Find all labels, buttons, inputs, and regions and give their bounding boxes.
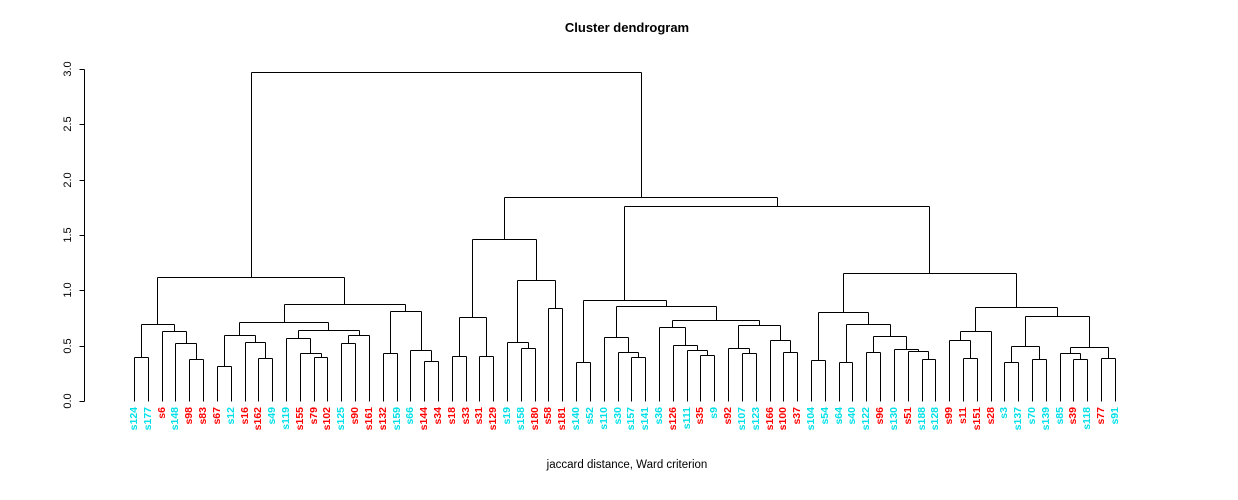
leaf-label: s51 xyxy=(901,407,914,425)
leaf-label: s177 xyxy=(141,407,154,431)
leaf-label: s124 xyxy=(128,407,140,431)
leaf-label: s130 xyxy=(887,407,900,431)
leaf-label: s159 xyxy=(390,407,403,431)
leaf-label: s118 xyxy=(1081,407,1094,430)
leaf-label: s157 xyxy=(625,407,638,431)
y-axis-tick-label: 2.5 xyxy=(62,116,74,132)
leaf-label: s49 xyxy=(266,407,279,425)
leaf-label: s129 xyxy=(487,407,500,431)
leaf-label: s98 xyxy=(183,407,196,425)
leaf-label: s6 xyxy=(155,407,168,419)
leaf-label: s54 xyxy=(818,407,831,425)
leaf-label: s92 xyxy=(722,407,735,425)
leaf-label: s18 xyxy=(445,407,458,425)
leaf-label: s33 xyxy=(459,407,472,425)
leaf-label: s83 xyxy=(197,407,210,425)
leaf-label: s52 xyxy=(583,407,596,425)
leaf-label: s99 xyxy=(943,407,956,425)
leaf-label: s35 xyxy=(694,407,707,425)
leaf-label: s40 xyxy=(846,407,859,425)
leaf-label: s126 xyxy=(666,407,679,431)
leaf-label: s122 xyxy=(860,407,873,431)
leaf-label: s111 xyxy=(680,407,693,430)
leaf-label: s141 xyxy=(639,407,652,431)
leaf-label: s85 xyxy=(1053,407,1066,425)
leaf-label: s155 xyxy=(293,407,306,431)
leaf-label: s137 xyxy=(1012,407,1025,431)
leaf-label: s66 xyxy=(404,407,417,425)
leaf-label: s16 xyxy=(238,407,251,425)
leaf-label: s132 xyxy=(376,407,389,431)
y-axis-tick-label: 1.0 xyxy=(62,282,74,298)
leaf-label: s28 xyxy=(984,407,997,425)
leaf-label: s188 xyxy=(915,407,928,431)
leaf-label: s37 xyxy=(791,407,804,425)
leaf-label: s3 xyxy=(998,407,1011,419)
leaf-label: s36 xyxy=(653,407,665,425)
leaf-label: s123 xyxy=(749,407,762,431)
leaf-label: s79 xyxy=(307,407,320,425)
leaf-label: s128 xyxy=(929,407,942,431)
leaf-label: s90 xyxy=(349,407,362,425)
leaf-label: s139 xyxy=(1039,407,1052,431)
leaf-label: s144 xyxy=(418,407,431,431)
leaf-label: s104 xyxy=(804,407,817,431)
leaf-label: s70 xyxy=(1026,407,1039,425)
leaf-label: s12 xyxy=(224,407,237,425)
leaf-label: s162 xyxy=(252,407,265,431)
leaf-label: s91 xyxy=(1108,407,1121,425)
leaf-label: s19 xyxy=(501,407,514,425)
y-axis xyxy=(79,69,85,402)
y-axis-tick-label: 0.0 xyxy=(62,393,74,409)
leaf-label: s96 xyxy=(874,407,887,425)
leaf-label: s67 xyxy=(210,407,223,425)
y-axis-tick-label: 0.5 xyxy=(62,338,74,354)
leaf-label: s30 xyxy=(611,407,624,425)
leaf-label: s11 xyxy=(956,407,969,424)
y-axis-tick-label: 2.0 xyxy=(62,171,74,188)
leaf-label: s77 xyxy=(1095,407,1108,425)
y-axis-tick-label: 1.5 xyxy=(62,227,74,243)
leaf-label: s110 xyxy=(597,407,610,430)
leaf-label: s107 xyxy=(735,407,748,431)
dendrogram-links xyxy=(134,72,1116,402)
y-axis-tick-label: 3.0 xyxy=(62,61,74,77)
leaf-label: s100 xyxy=(777,407,790,431)
leaf-label: s148 xyxy=(169,407,182,431)
leaf-label: s158 xyxy=(514,407,527,431)
leaf-label: s39 xyxy=(1067,407,1080,425)
leaf-label: s34 xyxy=(431,407,444,425)
leaf-label: s125 xyxy=(335,407,348,431)
leaf-label: s102 xyxy=(321,407,334,431)
leaf-label: s166 xyxy=(763,407,776,431)
leaf-label: s58 xyxy=(542,407,555,425)
leaf-label: s181 xyxy=(556,407,569,431)
x-axis-caption: jaccard distance, Ward criterion xyxy=(546,459,708,471)
leaf-label: s31 xyxy=(473,407,486,425)
leaf-label: s9 xyxy=(708,407,721,419)
leaf-label: s161 xyxy=(362,407,375,431)
leaf-label: s180 xyxy=(528,407,541,431)
chart-title: Cluster dendrogram xyxy=(564,20,690,35)
leaf-label: s140 xyxy=(570,407,583,431)
leaf-label: s64 xyxy=(832,407,845,425)
leaf-label: s119 xyxy=(279,407,292,430)
leaf-label: s151 xyxy=(970,407,983,431)
